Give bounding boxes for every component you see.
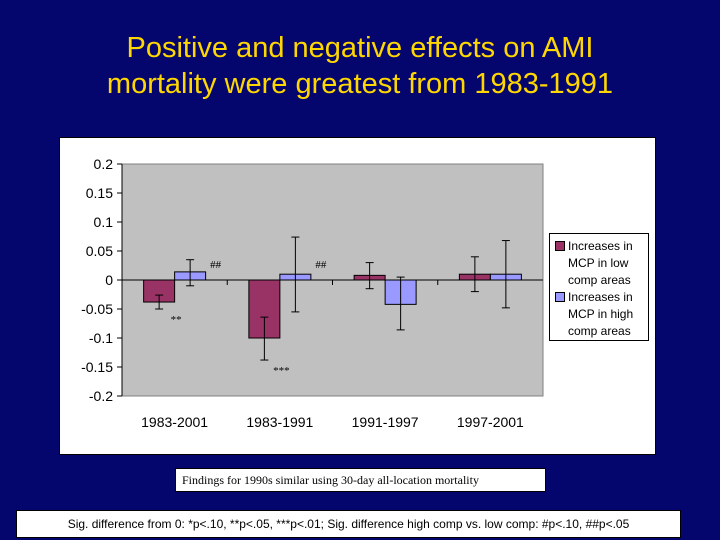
y-tick-label: -0.05 [81,301,113,317]
x-tick-label: 1983-2001 [141,414,208,430]
chart-legend: Increases in MCP in low comp areas Incre… [549,233,649,341]
y-tick-label: 0.05 [86,243,113,259]
y-tick-label: -0.2 [89,388,113,404]
x-tick-label: 1997-2001 [457,414,524,430]
chart-panel: 0.2 0.15 0.1 0.05 0 -0.05 -0.1 -0.15 -0.2 1983-20… [59,137,656,455]
title-line-2: mortality were greatest from 1983-1991 [106,68,614,100]
slide-title: Positive and negative effects on AMI mor… [0,30,720,102]
y-tick-label: -0.15 [81,359,113,375]
legend-swatch-low-comp [555,241,565,251]
legend-high-line-1: Increases in [568,290,633,304]
x-tick-label: 1991-1997 [352,414,419,430]
bar-chart: 0.2 0.15 0.1 0.05 0 -0.05 -0.1 -0.15 -0.2 1983-20… [81,156,544,430]
significance-label: ## [315,259,327,271]
y-tick-label: 0.1 [94,214,114,230]
legend-low-line-1: Increases in [568,239,633,253]
significance-label: ** [171,314,182,326]
y-tick-label: 0.15 [86,185,113,201]
findings-note: Findings for 1990s similar using 30-day … [175,468,546,492]
legend-low-line-2: MCP in low [568,256,629,270]
legend-low-line-3: comp areas [568,273,631,287]
legend-swatch-high-comp [555,292,565,302]
y-tick-label: -0.1 [89,330,113,346]
legend-high-line-3: comp areas [568,324,631,338]
significance-label: ## [210,259,222,271]
y-tick-label: 0.2 [94,156,114,172]
legend-high-line-2: MCP in high [568,307,634,321]
significance-label: *** [273,365,290,377]
y-tick-label: 0 [105,272,113,288]
significance-footnote: Sig. difference from 0: *p<.10, **p<.05,… [16,510,681,538]
title-line-1: Positive and negative effects on AMI [126,32,594,64]
x-tick-label: 1983-1991 [246,414,313,430]
